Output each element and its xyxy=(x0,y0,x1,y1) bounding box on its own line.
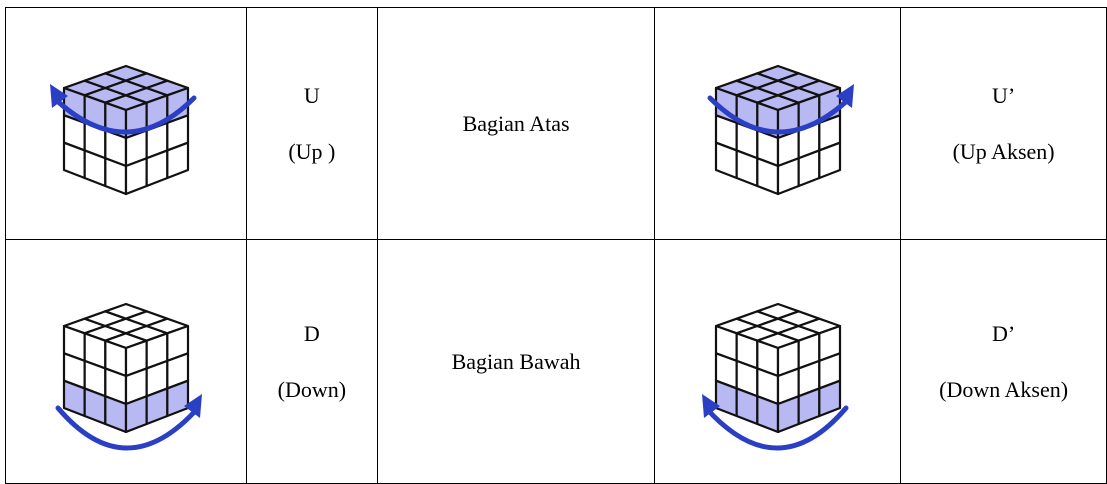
move-code: D’ xyxy=(992,320,1016,346)
cube-icon xyxy=(49,64,197,195)
arrow-head xyxy=(183,393,202,418)
move-cell: D (Down) xyxy=(245,239,378,484)
cube-sticker xyxy=(818,141,841,179)
cube-icon xyxy=(55,302,202,450)
move-name: (Up ) xyxy=(288,138,336,164)
move-name: (Down) xyxy=(277,376,347,402)
moves-table: U (Up ) Bagian Atas U’ (Up Aksen) D (Down) … xyxy=(5,7,1107,484)
cube-sticker xyxy=(818,379,841,417)
turn-arrow xyxy=(707,95,853,134)
move-cell: D’ (Down Aksen) xyxy=(900,239,1107,484)
move-name: (Up Aksen) xyxy=(952,138,1055,164)
move-cell: U’ (Up Aksen) xyxy=(900,7,1107,240)
turn-arrow xyxy=(55,405,201,450)
arrow-head xyxy=(835,83,854,108)
move-name: (Down Aksen) xyxy=(939,376,1069,402)
turn-arrow xyxy=(703,405,849,450)
turn-arrow xyxy=(51,95,197,134)
move-code: U xyxy=(303,82,320,108)
move-cell: U (Up ) xyxy=(245,7,378,240)
table-row: U (Up ) Bagian Atas U’ (Up Aksen) xyxy=(5,7,1107,240)
part-cell: Bagian Atas xyxy=(376,7,656,240)
cube-icon xyxy=(707,64,854,195)
image-cell xyxy=(654,7,902,240)
part-cell: Bagian Bawah xyxy=(376,239,656,484)
arrow-head xyxy=(701,393,720,418)
move-code: D xyxy=(303,320,320,346)
image-cell xyxy=(654,239,902,484)
cube-sticker xyxy=(166,141,190,179)
cube-icon xyxy=(701,302,849,450)
table-row: D (Down) Bagian Bawah D’ (Down Aksen) xyxy=(5,239,1107,484)
image-cell xyxy=(5,7,247,240)
image-cell xyxy=(5,239,247,484)
move-code: U’ xyxy=(992,82,1016,108)
arrow-head xyxy=(49,83,68,108)
